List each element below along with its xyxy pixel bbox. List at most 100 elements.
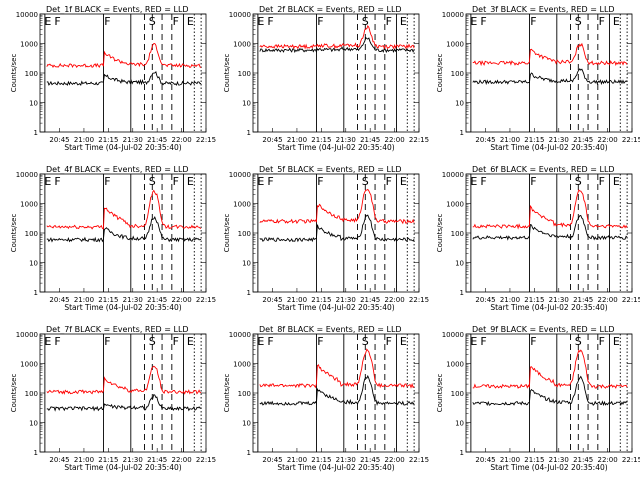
series-lld	[259, 348, 415, 389]
y-tick-label: 1	[34, 129, 38, 137]
y-tick-label: 10	[29, 260, 38, 268]
x-tick-label: 21:30	[549, 456, 569, 464]
x-tick-label: 22:15	[409, 296, 429, 304]
segment-label: F	[599, 335, 605, 348]
plot-frame	[252, 173, 420, 293]
segment-label: F	[480, 335, 486, 348]
series-lld	[46, 43, 202, 69]
segment-label: E	[187, 335, 194, 348]
x-tick-label: 22:15	[622, 456, 640, 464]
x-tick-label: 20:45	[475, 136, 495, 144]
segment-label: F	[104, 335, 110, 348]
x-tick-label: 22:00	[384, 136, 404, 144]
y-tick-label: 1000	[446, 201, 464, 209]
x-tick-label: 21:00	[500, 296, 520, 304]
y-tick-label: 100	[451, 230, 464, 238]
y-tick-label: 10000	[16, 331, 38, 339]
y-axis-label: Counts/sec	[436, 214, 444, 253]
plot-frame	[39, 173, 207, 293]
x-axis-label: Start Time (04-Jul-02 20:35:40)	[490, 463, 607, 472]
x-tick-label: 22:15	[196, 296, 216, 304]
series-events	[259, 36, 415, 54]
segment-label: F	[104, 15, 110, 28]
y-tick-label: 1000	[20, 41, 38, 49]
segment-label: E	[44, 335, 51, 348]
segment-label: F	[54, 335, 60, 348]
panel-det-1: Det_1f BLACK = Events, RED = LLD 1 10 100 10…	[10, 5, 216, 152]
x-tick-label: 20:45	[475, 296, 495, 304]
y-axis-label: Counts/sec	[436, 374, 444, 413]
x-axis-label: Start Time (04-Jul-02 20:35:40)	[64, 143, 181, 152]
segment-label: E	[257, 175, 264, 188]
x-tick-label: 22:00	[171, 296, 191, 304]
x-tick-label: 21:30	[123, 456, 143, 464]
segment-label: E	[400, 15, 407, 28]
y-tick-label: 10000	[229, 11, 251, 19]
x-tick-label: 20:45	[262, 136, 282, 144]
series-events	[46, 216, 202, 243]
x-tick-label: 21:00	[287, 456, 307, 464]
segment-label: E	[470, 15, 477, 28]
y-tick-label: 1	[247, 289, 251, 297]
y-tick-label: 1000	[233, 361, 251, 369]
panel-det-6: Det_6f BLACK = Events, RED = LLD 1 10 100 10…	[436, 165, 640, 312]
x-axis-label: Start Time (04-Jul-02 20:35:40)	[277, 143, 394, 152]
x-tick-label: 22:00	[384, 296, 404, 304]
segment-label: F	[54, 15, 60, 28]
x-tick-label: 21:30	[336, 456, 356, 464]
y-axis-label: Counts/sec	[223, 54, 231, 93]
segment-label: S	[362, 15, 369, 28]
y-tick-label: 10000	[442, 11, 464, 19]
segment-label: F	[386, 175, 392, 188]
y-axis-label: Counts/sec	[10, 374, 18, 413]
segment-label: F	[173, 175, 179, 188]
x-tick-label: 21:00	[74, 136, 94, 144]
x-tick-label: 21:15	[311, 296, 331, 304]
panel-title: Det_2f BLACK = Events, RED = LLD	[259, 5, 402, 14]
y-tick-label: 1	[247, 129, 251, 137]
x-axis-label: Start Time (04-Jul-02 20:35:40)	[277, 303, 394, 312]
x-tick-label: 22:15	[409, 136, 429, 144]
segment-label: F	[104, 175, 110, 188]
x-tick-label: 22:00	[597, 136, 617, 144]
x-tick-label: 21:45	[360, 456, 380, 464]
y-tick-label: 10	[29, 420, 38, 428]
y-axis-label: Counts/sec	[223, 214, 231, 253]
series-events	[472, 68, 628, 86]
segment-label: E	[613, 15, 620, 28]
x-tick-label: 21:30	[336, 296, 356, 304]
segment-label: E	[257, 15, 264, 28]
series-events	[259, 374, 415, 406]
segment-label: F	[599, 15, 605, 28]
x-tick-label: 22:15	[622, 136, 640, 144]
y-tick-label: 1	[460, 129, 464, 137]
x-tick-label: 21:45	[147, 136, 167, 144]
segment-label: F	[267, 15, 273, 28]
series-lld	[259, 188, 415, 225]
panel-title: Det_6f BLACK = Events, RED = LLD	[472, 165, 615, 174]
x-tick-label: 20:45	[49, 136, 69, 144]
segment-label: F	[267, 175, 273, 188]
segment-label: F	[267, 335, 273, 348]
segment-label: F	[173, 15, 179, 28]
series-events	[472, 375, 628, 407]
x-tick-label: 21:15	[311, 456, 331, 464]
segment-label: E	[187, 15, 194, 28]
segment-label: F	[386, 335, 392, 348]
y-tick-label: 10000	[16, 171, 38, 179]
series-lld	[259, 25, 415, 50]
x-tick-label: 22:00	[171, 456, 191, 464]
panel-det-3: Det_3f BLACK = Events, RED = LLD 1 10 100 10…	[436, 5, 640, 152]
y-tick-label: 10	[455, 260, 464, 268]
y-tick-label: 100	[25, 230, 38, 238]
series-events	[46, 393, 202, 412]
segment-label: E	[257, 335, 264, 348]
x-tick-label: 21:45	[573, 296, 593, 304]
x-tick-label: 21:45	[360, 296, 380, 304]
y-tick-label: 10	[242, 420, 251, 428]
y-tick-label: 10	[242, 260, 251, 268]
segment-label: S	[149, 15, 156, 28]
y-tick-label: 100	[25, 390, 38, 398]
series-events	[472, 214, 628, 241]
